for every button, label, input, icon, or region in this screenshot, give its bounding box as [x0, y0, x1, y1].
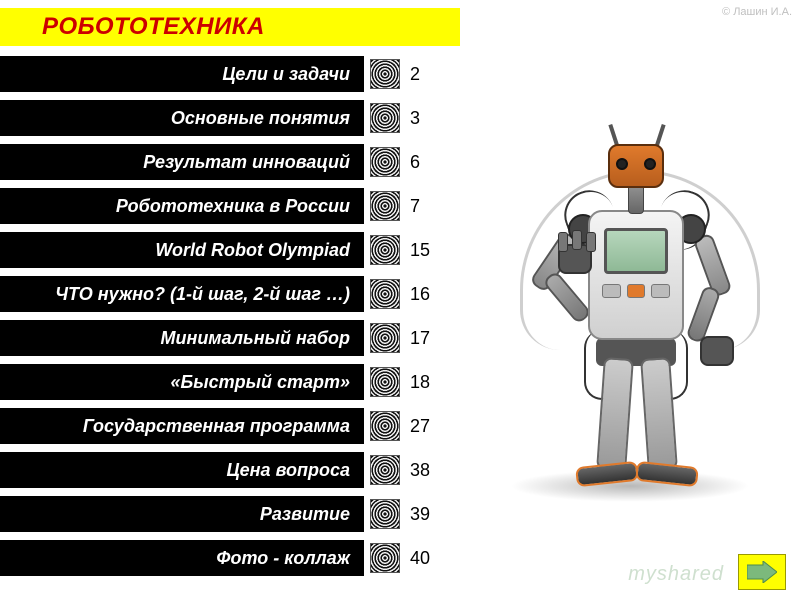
toc-item-page: 2 [410, 64, 440, 85]
toc-item-page: 38 [410, 460, 440, 481]
toc-item-label: Основные понятия [0, 100, 364, 136]
toc-bullet-icon [370, 367, 400, 397]
toc-row[interactable]: Минимальный набор 17 [0, 320, 440, 356]
toc-item-page: 16 [410, 284, 440, 305]
toc-row[interactable]: «Быстрый старт» 18 [0, 364, 440, 400]
toc-row[interactable]: World Robot Olympiad 15 [0, 232, 440, 268]
toc-row[interactable]: ЧТО нужно? (1-й шаг, 2-й шаг …) 16 [0, 276, 440, 312]
arrow-right-icon [747, 561, 777, 583]
toc-bullet-icon [370, 147, 400, 177]
toc-row[interactable]: Робототехника в России 7 [0, 188, 440, 224]
toc-row[interactable]: Государственная программа 27 [0, 408, 440, 444]
toc-item-page: 40 [410, 548, 440, 569]
toc-item-page: 6 [410, 152, 440, 173]
toc-row[interactable]: Цели и задачи 2 [0, 56, 440, 92]
toc-item-label: Робототехника в России [0, 188, 364, 224]
table-of-contents: Цели и задачи 2 Основные понятия 3 Резул… [0, 56, 440, 584]
toc-item-page: 27 [410, 416, 440, 437]
author-credit: © Лашин И.А. [722, 6, 792, 18]
toc-bullet-icon [370, 279, 400, 309]
toc-item-label: Государственная программа [0, 408, 364, 444]
toc-item-page: 15 [410, 240, 440, 261]
toc-item-label: Развитие [0, 496, 364, 532]
toc-bullet-icon [370, 455, 400, 485]
toc-item-label: Результат инноваций [0, 144, 364, 180]
toc-bullet-icon [370, 499, 400, 529]
toc-bullet-icon [370, 191, 400, 221]
robot-illustration [480, 80, 780, 510]
toc-item-label: «Быстрый старт» [0, 364, 364, 400]
watermark-text: myshared [628, 563, 724, 586]
toc-bullet-icon [370, 103, 400, 133]
toc-item-page: 17 [410, 328, 440, 349]
toc-bullet-icon [370, 235, 400, 265]
page-title: РОБОТОТЕХНИКА [42, 13, 265, 41]
toc-item-label: ЧТО нужно? (1-й шаг, 2-й шаг …) [0, 276, 364, 312]
toc-item-label: World Robot Olympiad [0, 232, 364, 268]
toc-item-label: Минимальный набор [0, 320, 364, 356]
title-bar: РОБОТОТЕХНИКА [0, 8, 460, 46]
toc-bullet-icon [370, 59, 400, 89]
toc-row[interactable]: Результат инноваций 6 [0, 144, 440, 180]
toc-bullet-icon [370, 543, 400, 573]
toc-bullet-icon [370, 323, 400, 353]
toc-item-label: Цели и задачи [0, 56, 364, 92]
toc-item-label: Цена вопроса [0, 452, 364, 488]
toc-item-page: 7 [410, 196, 440, 217]
toc-item-page: 39 [410, 504, 440, 525]
toc-item-page: 3 [410, 108, 440, 129]
toc-row[interactable]: Развитие 39 [0, 496, 440, 532]
toc-bullet-icon [370, 411, 400, 441]
toc-item-page: 18 [410, 372, 440, 393]
toc-row[interactable]: Основные понятия 3 [0, 100, 440, 136]
toc-item-label: Фото - коллаж [0, 540, 364, 576]
toc-row[interactable]: Цена вопроса 38 [0, 452, 440, 488]
next-slide-button[interactable] [738, 554, 786, 590]
toc-row[interactable]: Фото - коллаж 40 [0, 540, 440, 576]
